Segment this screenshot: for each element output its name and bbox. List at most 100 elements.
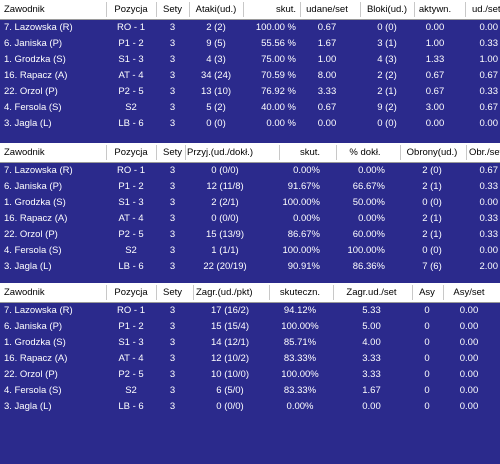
cell-sets: 3 (169, 165, 176, 176)
column-header-player[interactable]: Zawodnik (4, 4, 45, 15)
table-row[interactable]: 4. Fersola (S) S2 3 5 (2) 40.00 % 0.67 9 (2) 3.… (0, 100, 500, 116)
cell-defense: 2 (1) (422, 229, 442, 240)
cell-position: LB - 6 (118, 401, 144, 412)
table-row[interactable]: 6. Janiska (P) P1 - 2 3 15 (15/4) 100.00% 5.0… (0, 319, 500, 335)
column-header-efficiency[interactable]: skuteczn. (279, 287, 321, 298)
cell-attacks: 0 (0) (206, 118, 226, 129)
cell-efficiency: 100.00 % (255, 22, 296, 33)
cell-efficiency: 86.67% (287, 229, 320, 240)
cell-player: 4. Fersola (S) (4, 245, 62, 256)
table-row[interactable]: 4. Fersola (S) S2 3 1 (1/1) 100.00% 100.00% 0 … (0, 243, 500, 259)
cell-sets: 3 (169, 213, 176, 224)
cell-receptions: 22 (20/19) (203, 261, 247, 272)
cell-accuracy: 86.36% (352, 261, 385, 272)
cell-sets: 3 (169, 261, 176, 272)
column-header-defense-per-set[interactable]: Obr./set (469, 147, 500, 158)
cell-receptions: 15 (13/9) (205, 229, 245, 240)
cell-accuracy: 50.00% (352, 197, 385, 208)
table-row[interactable]: 4. Fersola (S) S2 3 6 (5/0) 83.33% 1.67 0 0.00 (0, 383, 500, 399)
cell-efficiency: 0.00% (293, 165, 320, 176)
cell-blocks: 4 (3) (377, 54, 397, 65)
column-header-accuracy[interactable]: % dokł. (349, 147, 381, 158)
cell-blocks-per-set: 1.00 (479, 54, 499, 65)
table-row[interactable]: 1. Grodzka (S) S1 - 3 3 14 (12/1) 85.71% 4.00… (0, 335, 500, 351)
column-header-serves-per-set[interactable]: Zagr.ud./set (346, 287, 397, 298)
cell-defense-per-set: 0.00 (479, 197, 499, 208)
column-header-activity[interactable]: aktywn. (418, 4, 452, 15)
table-row[interactable]: 1. Grodzka (S) S1 - 3 3 4 (3) 75.00 % 1.00 4 (… (0, 52, 500, 68)
cell-position: P1 - 2 (118, 321, 144, 332)
column-header-aces[interactable]: Asy (419, 287, 435, 298)
column-header-player[interactable]: Zawodnik (4, 287, 45, 298)
column-header-won-per-set[interactable]: udane/set (306, 4, 348, 15)
cell-efficiency: 83.33% (283, 353, 317, 364)
table-row[interactable]: 22. Orzol (P) P2 - 5 3 15 (13/9) 86.67% 60.00… (0, 227, 500, 243)
table-row[interactable]: 6. Janiska (P) P1 - 2 3 12 (11/8) 91.67% 66.6… (0, 179, 500, 195)
cell-player: 22. Orzol (P) (4, 229, 58, 240)
cell-position: S2 (125, 102, 137, 113)
cell-efficiency: 100.00% (282, 245, 320, 256)
table-row[interactable]: 3. Jagla (L) LB - 6 3 0 (0/0) 0.00% 0.00 0 0.00 (0, 399, 500, 415)
table-row[interactable]: 7. Lazowska (R) RO - 1 3 2 (2) 100.00 % 0.67 0… (0, 20, 500, 36)
table-row[interactable]: 6. Janiska (P) P1 - 2 3 9 (5) 55.56 % 1.67 3 (… (0, 36, 500, 52)
cell-efficiency: 76.92 % (261, 86, 296, 97)
cell-won-per-set: 0.00 (317, 118, 337, 129)
column-header-efficiency[interactable]: skut. (275, 4, 296, 15)
cell-player: 3. Jagla (L) (4, 261, 52, 272)
column-header-position[interactable]: Pozycja (114, 147, 148, 158)
cell-serves-per-set: 0.00 (362, 401, 381, 412)
column-header-receptions[interactable]: Przyj.(ud./dokł.) (187, 147, 253, 158)
cell-efficiency: 94.12% (283, 305, 317, 316)
cell-blocks-per-set: 0.33 (479, 86, 499, 97)
cell-player: 3. Jagla (L) (4, 118, 52, 129)
cell-aces-per-set: 0.00 (459, 385, 479, 396)
cell-won-per-set: 0.67 (317, 102, 337, 113)
column-header-position[interactable]: Pozycja (114, 4, 148, 15)
table-row[interactable]: 7. Lazowska (R) RO - 1 3 0 (0/0) 0.00% 0.00% 2… (0, 163, 500, 179)
column-header-blocks[interactable]: Bloki(ud.) (366, 4, 408, 15)
cell-activity: 1.33 (425, 54, 445, 65)
column-header-defense[interactable]: Obrony(ud.) (406, 147, 458, 158)
cell-player: 7. Lazowska (R) (4, 22, 73, 33)
column-header-sets[interactable]: Sety (162, 287, 182, 298)
cell-position: S1 - 3 (118, 197, 144, 208)
table-row[interactable]: 3. Jagla (L) LB - 6 3 0 (0) 0.00 % 0.00 0 (0) 0… (0, 116, 500, 132)
table-row[interactable]: 22. Orzol (P) P2 - 5 3 10 (10/0) 100.00% 3.33… (0, 367, 500, 383)
column-header-aces-per-set[interactable]: Asy/set (453, 287, 485, 298)
table-row[interactable]: 22. Orzol (P) P2 - 5 3 13 (10) 76.92 % 3.33 2 … (0, 84, 500, 100)
cell-blocks: 0 (0) (377, 22, 397, 33)
cell-position: AT - 4 (118, 213, 144, 224)
cell-activity: 0.67 (425, 70, 445, 81)
table-row[interactable]: 1. Grodzka (S) S1 - 3 3 2 (2/1) 100.00% 50.00… (0, 195, 500, 211)
table-row[interactable]: 7. Lazowska (R) RO - 1 3 17 (16/2) 94.12% 5.3… (0, 303, 500, 319)
cell-position: S1 - 3 (118, 54, 144, 65)
cell-blocks: 2 (1) (377, 86, 397, 97)
cell-serves-per-set: 5.33 (362, 305, 381, 316)
cell-defense: 7 (6) (422, 261, 442, 272)
table-row[interactable]: 16. Rapacz (A) AT - 4 3 34 (24) 70.59 % 8.00 2… (0, 68, 500, 84)
cell-player: 16. Rapacz (A) (4, 213, 68, 224)
column-header-sets[interactable]: Sety (162, 147, 182, 158)
cell-activity: 0.00 (425, 118, 445, 129)
cell-sets: 3 (169, 305, 176, 316)
table-row[interactable]: 16. Rapacz (A) AT - 4 3 12 (10/2) 83.33% 3.33… (0, 351, 500, 367)
cell-defense: 0 (0) (422, 197, 442, 208)
table-row[interactable]: 16. Rapacz (A) AT - 4 3 0 (0/0) 0.00% 0.00% 2 … (0, 211, 500, 227)
cell-position: RO - 1 (117, 165, 145, 176)
cell-efficiency: 85.71% (283, 337, 317, 348)
cell-serves: 0 (0/0) (216, 401, 244, 412)
column-header-efficiency[interactable]: skut. (299, 147, 320, 158)
column-header-serves[interactable]: Zagr.(ud./pkt) (196, 287, 253, 298)
cell-sets: 3 (169, 181, 176, 192)
cell-efficiency: 83.33% (283, 385, 317, 396)
cell-sets: 3 (169, 197, 176, 208)
cell-blocks-per-set: 0.67 (479, 70, 499, 81)
column-header-attacks[interactable]: Ataki(ud.) (195, 4, 237, 15)
column-header-blocks-per-set[interactable]: ud./set (472, 4, 500, 15)
column-header-player[interactable]: Zawodnik (4, 147, 45, 158)
column-header-sets[interactable]: Sety (162, 4, 182, 15)
column-header-position[interactable]: Pozycja (114, 287, 148, 298)
cell-receptions: 12 (11/8) (206, 181, 244, 192)
cell-defense-per-set: 0.67 (479, 165, 499, 176)
table-row[interactable]: 3. Jagla (L) LB - 6 3 22 (20/19) 90.91% 86.36… (0, 259, 500, 275)
